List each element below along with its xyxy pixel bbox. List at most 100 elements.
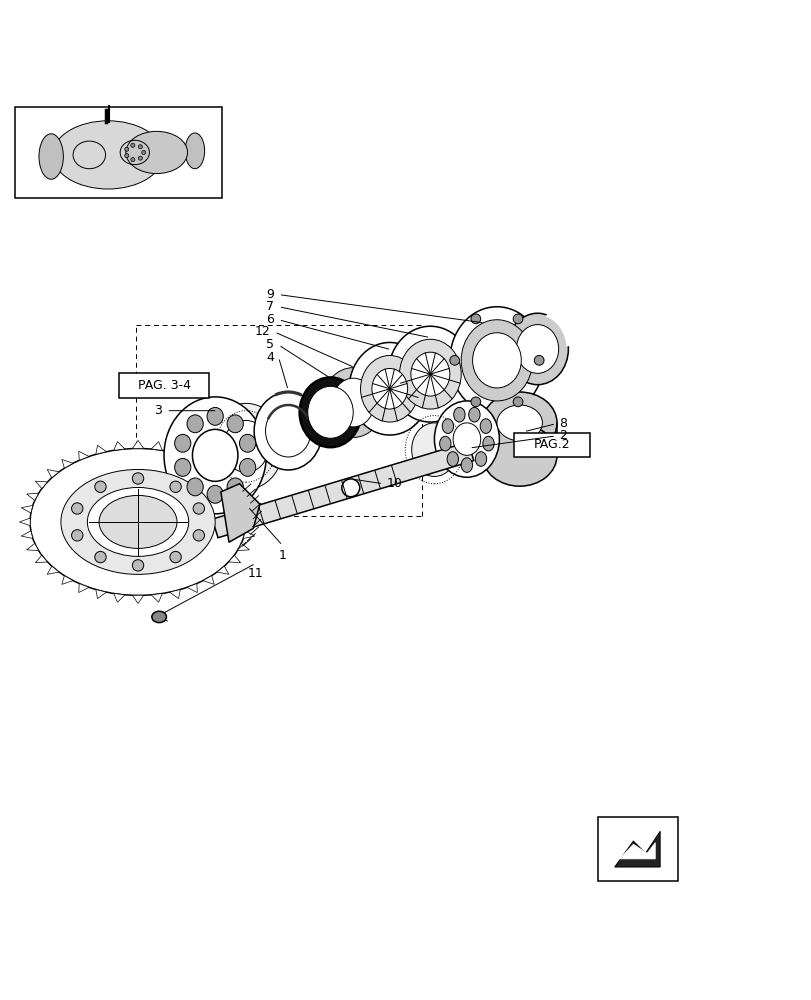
Text: 6: 6 [266,313,274,326]
Polygon shape [62,576,73,584]
Circle shape [71,530,83,541]
Ellipse shape [434,401,499,477]
Polygon shape [19,518,30,526]
Ellipse shape [174,458,191,476]
Circle shape [513,397,522,407]
Ellipse shape [516,325,558,373]
Ellipse shape [453,407,465,422]
Polygon shape [62,459,73,468]
Circle shape [125,154,129,158]
FancyBboxPatch shape [118,373,209,398]
Ellipse shape [461,320,532,401]
Polygon shape [203,459,214,468]
Circle shape [132,560,144,571]
Polygon shape [27,493,39,500]
Ellipse shape [299,377,361,447]
Polygon shape [47,469,59,478]
Polygon shape [169,445,180,454]
Ellipse shape [164,397,266,514]
Ellipse shape [461,458,472,472]
Ellipse shape [265,405,311,457]
Ellipse shape [185,133,204,169]
Polygon shape [21,505,32,513]
Ellipse shape [227,415,243,433]
Ellipse shape [371,368,407,409]
Circle shape [138,156,142,160]
Circle shape [470,314,480,324]
Circle shape [449,355,459,365]
Ellipse shape [411,423,457,476]
Ellipse shape [307,386,353,438]
Polygon shape [243,531,255,538]
Circle shape [141,150,146,154]
Ellipse shape [442,419,453,433]
Ellipse shape [223,420,268,472]
Ellipse shape [192,429,238,481]
Ellipse shape [399,339,461,409]
Polygon shape [151,442,162,450]
Polygon shape [203,576,214,584]
Circle shape [132,473,144,484]
Circle shape [534,355,543,365]
Ellipse shape [410,352,449,396]
Polygon shape [132,595,144,603]
Circle shape [95,481,106,492]
Ellipse shape [39,134,63,179]
Polygon shape [243,505,255,513]
Ellipse shape [349,342,430,435]
Text: 10: 10 [386,477,402,490]
Polygon shape [237,493,249,500]
Circle shape [513,314,522,324]
Polygon shape [21,531,32,538]
Polygon shape [246,518,256,526]
Ellipse shape [187,415,203,433]
Polygon shape [619,843,654,859]
Circle shape [138,145,142,149]
Polygon shape [47,566,59,574]
FancyBboxPatch shape [597,817,677,881]
Ellipse shape [474,452,486,466]
Polygon shape [27,543,39,551]
FancyBboxPatch shape [513,433,590,457]
Ellipse shape [439,436,450,451]
Polygon shape [151,593,162,602]
Polygon shape [212,442,473,538]
Text: 5: 5 [266,338,274,351]
Polygon shape [187,584,197,593]
Polygon shape [96,445,106,454]
Ellipse shape [332,378,374,427]
Circle shape [193,530,204,541]
Text: 8: 8 [558,417,566,430]
Circle shape [95,551,106,563]
Polygon shape [36,555,47,563]
Text: 3: 3 [154,404,162,417]
Polygon shape [132,440,144,449]
Ellipse shape [506,313,568,385]
Polygon shape [79,451,89,460]
Circle shape [71,503,83,514]
Ellipse shape [322,368,384,437]
Ellipse shape [207,485,223,503]
Polygon shape [114,442,125,450]
Ellipse shape [482,424,556,486]
Circle shape [169,481,181,492]
Ellipse shape [126,131,187,174]
Text: 7: 7 [266,300,274,313]
Ellipse shape [88,487,188,556]
Ellipse shape [254,392,322,470]
Ellipse shape [472,333,521,388]
Ellipse shape [152,611,166,623]
Ellipse shape [207,407,223,425]
Ellipse shape [99,495,177,548]
Ellipse shape [187,478,203,496]
Text: 11: 11 [247,567,264,580]
Ellipse shape [483,436,494,451]
Polygon shape [229,555,240,563]
Text: 1: 1 [278,549,286,562]
Ellipse shape [453,423,480,455]
Circle shape [131,143,135,147]
Ellipse shape [208,403,283,489]
Polygon shape [614,831,659,867]
Ellipse shape [227,478,243,496]
Ellipse shape [174,434,191,452]
